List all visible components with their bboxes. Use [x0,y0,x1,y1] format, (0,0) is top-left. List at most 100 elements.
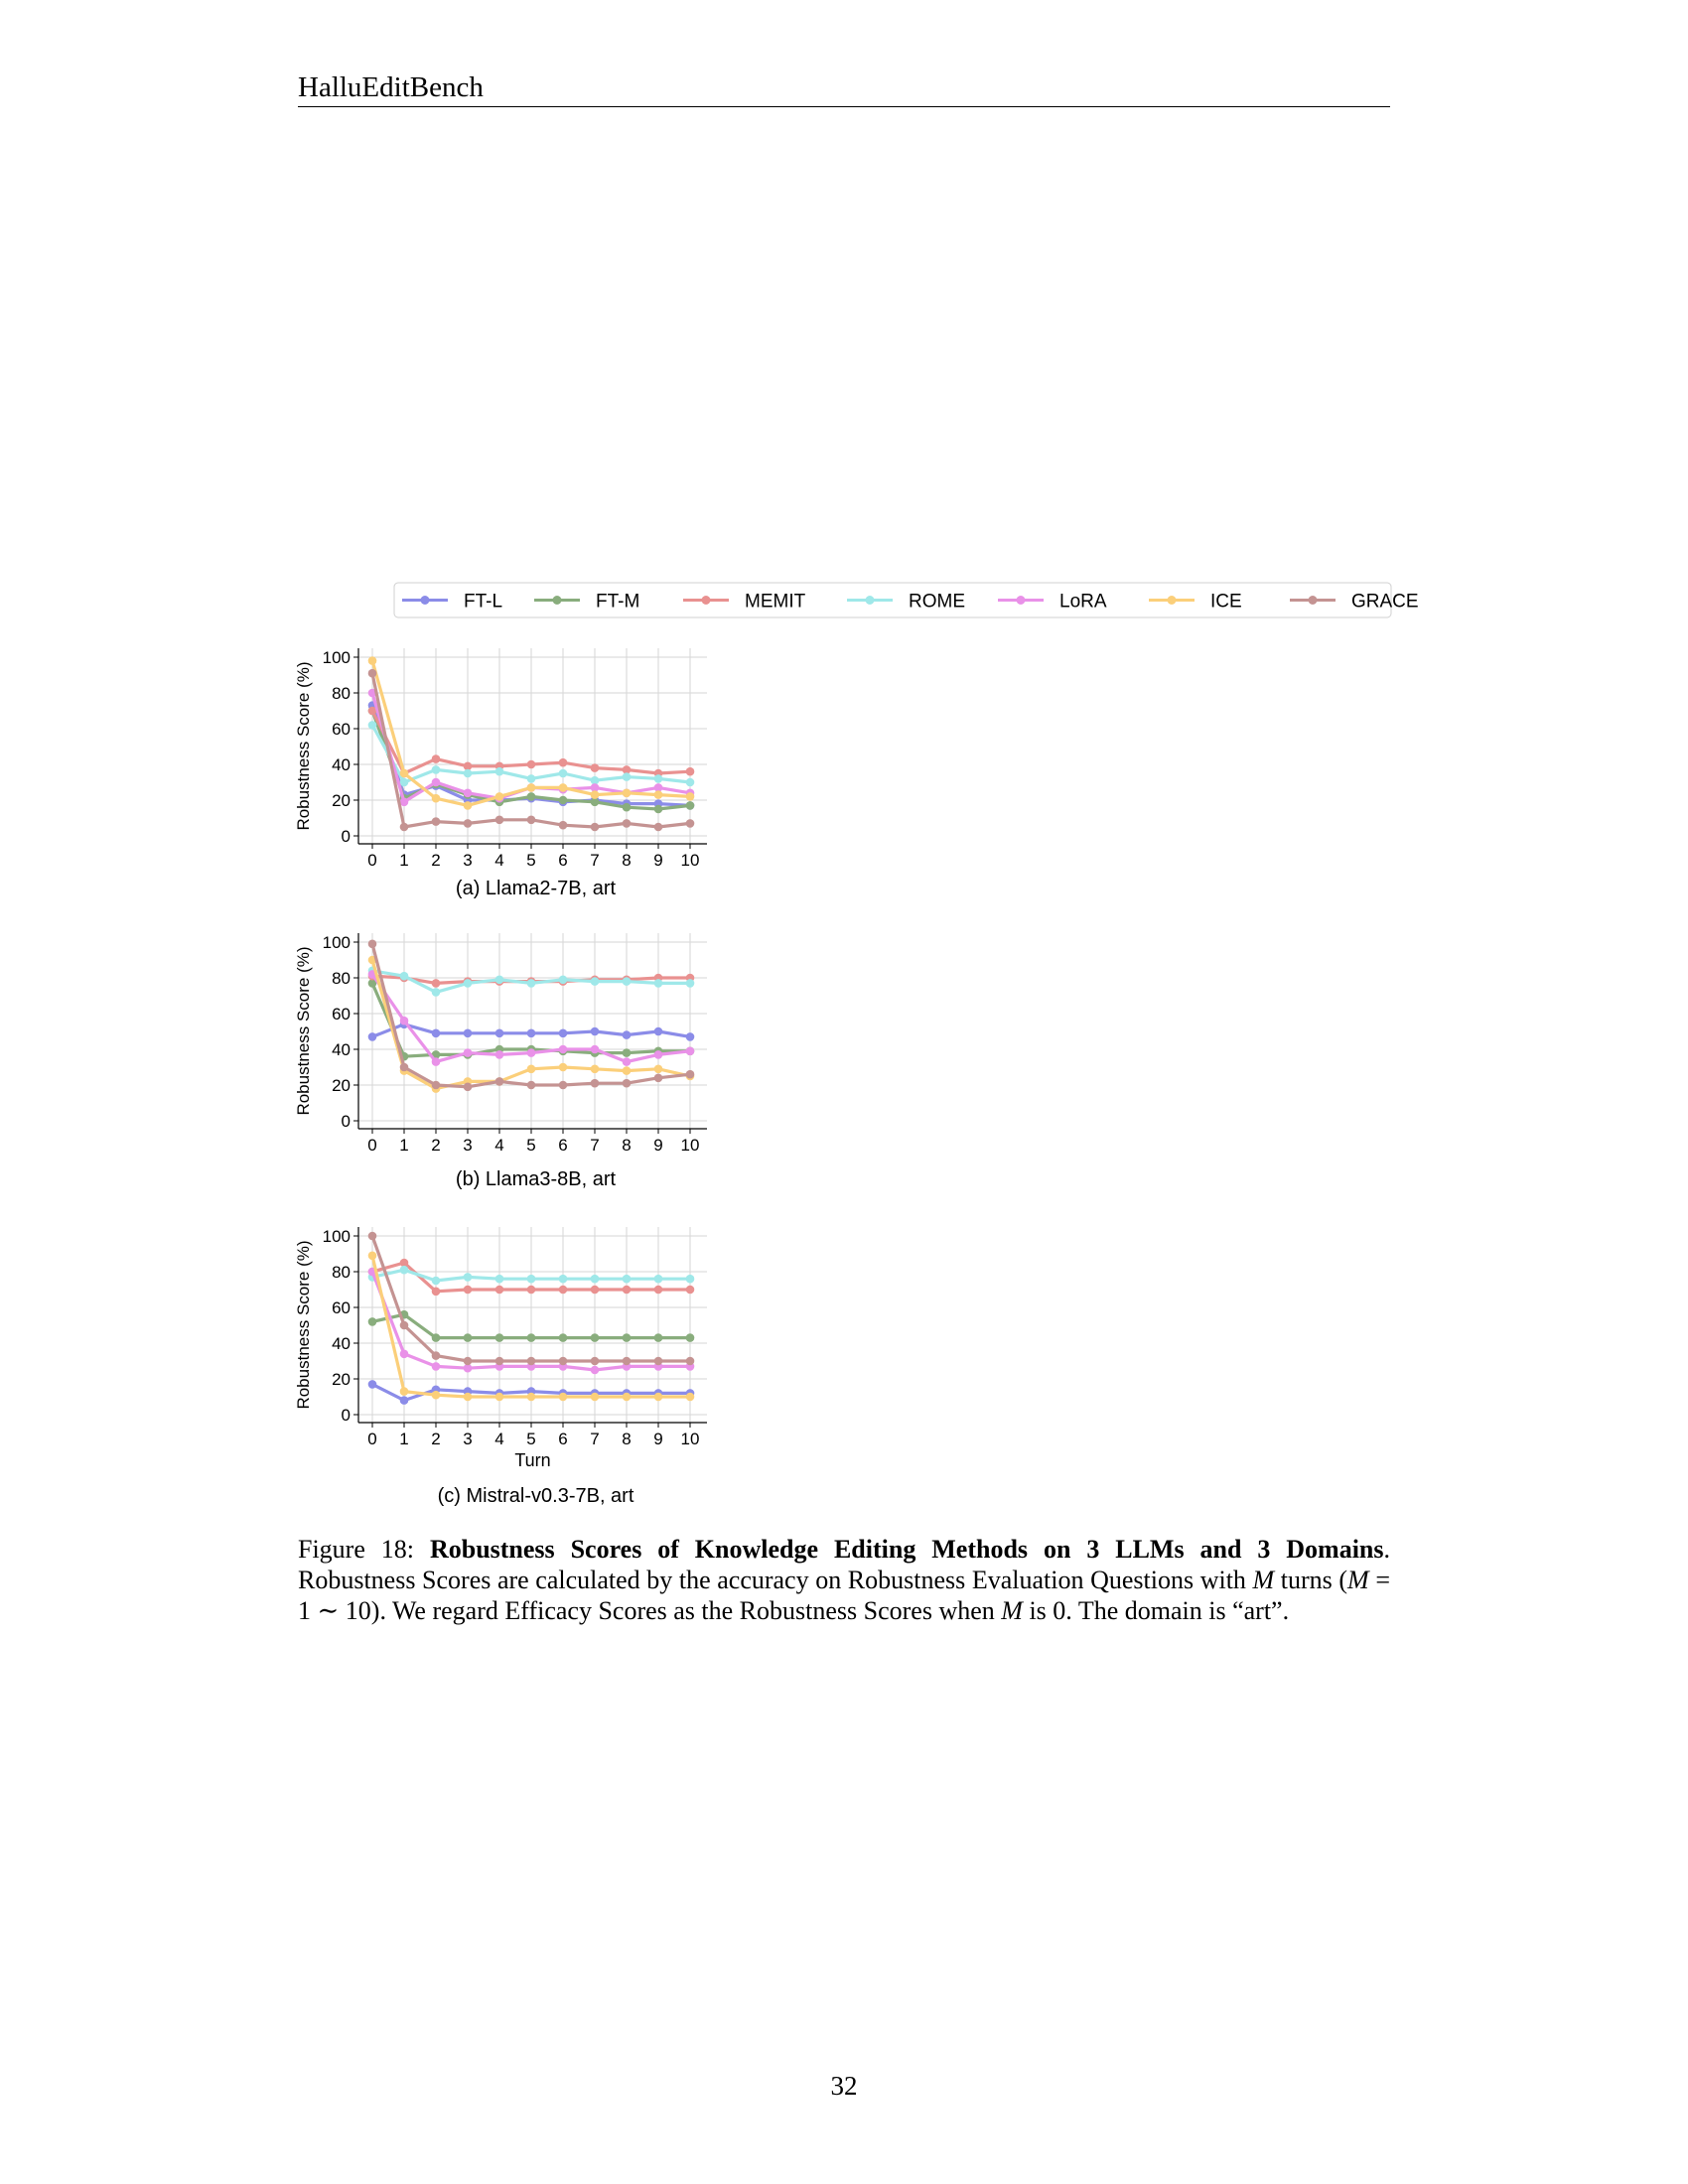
data-point-grace [526,1356,536,1366]
x-tick-label: 8 [622,851,631,870]
data-point-rome [685,979,695,988]
x-tick-label: 4 [494,1136,503,1155]
data-point-rome [494,975,504,985]
data-point-lora [463,1048,473,1057]
data-point-ft-m [558,1333,568,1342]
data-point-ft-m [590,797,600,807]
data-point-ft-l [367,1032,377,1041]
data-point-ice [653,790,663,799]
x-tick-label: 6 [558,1136,567,1155]
legend-marker-ice [1167,596,1177,605]
data-point-ice [558,1062,568,1072]
data-point-memit [685,1285,695,1295]
data-point-rome [622,1274,632,1284]
data-point-ice [431,1390,441,1400]
x-tick-label: 4 [494,851,503,870]
x-tick-label: 2 [431,851,440,870]
data-point-ft-l [558,1028,568,1038]
data-point-ft-m [526,792,536,801]
data-point-lora [526,1048,536,1057]
data-point-ice [558,1392,568,1402]
data-point-ft-l [367,1380,377,1389]
data-point-lora [622,1057,632,1066]
y-tick-label: 60 [332,720,351,739]
data-point-ft-l [653,1026,663,1036]
data-point-ice [622,1392,632,1402]
data-point-lora [463,788,473,798]
x-tick-label: 9 [653,851,662,870]
data-point-rome [399,971,409,981]
y-tick-label: 20 [332,1076,351,1095]
data-point-memit [622,765,632,774]
data-point-ft-m [685,801,695,810]
data-point-grace [558,1080,568,1090]
legend-label-lora: LoRA [1059,592,1107,613]
legend-marker-ft-l [420,596,430,605]
y-tick-label: 0 [342,1112,351,1131]
caption-title: Robustness Scores of Knowledge Editing M… [429,1535,1384,1564]
data-point-grace [463,819,473,828]
x-tick-label: 7 [590,1430,599,1448]
data-point-rome [494,766,504,776]
data-point-grace [463,1082,473,1092]
data-point-memit [526,759,536,769]
page-number: 32 [830,2071,858,2101]
data-point-lora [558,1044,568,1054]
y-tick-label: 20 [332,791,351,810]
data-point-rome [558,768,568,778]
panel-caption: (b) Llama3-8B, art [456,1168,617,1190]
y-tick-label: 40 [332,1334,351,1353]
x-axis-label: Turn [514,1450,550,1470]
data-point-grace [526,1080,536,1090]
data-point-ice [590,1064,600,1074]
data-point-ice [494,1392,504,1402]
legend-marker-rome [865,596,875,605]
data-point-ft-m [494,1333,504,1342]
data-point-lora [399,797,409,807]
y-tick-label: 100 [323,1227,351,1246]
x-tick-label: 2 [431,1136,440,1155]
chart-panel-3: 0 20 40 60 80 100 0 1 2 3 4 5 6 7 8 9 10 Robustness Score… [294,1227,707,1507]
data-point-memit [590,1285,600,1295]
data-point-ft-m [463,1333,473,1342]
data-point-ice [622,1066,632,1075]
data-point-grace [431,1080,441,1090]
data-point-ice [494,792,504,801]
data-point-grace [590,1356,600,1366]
data-point-rome [494,1274,504,1284]
data-point-rome [431,1276,441,1286]
data-point-ft-l [431,1028,441,1038]
legend-marker-ft-m [552,596,562,605]
data-point-memit [431,754,441,763]
data-point-ice [590,790,600,799]
x-tick-label: 10 [681,851,700,870]
x-tick-label: 7 [590,1136,599,1155]
data-point-ft-l [463,1028,473,1038]
data-point-rome [590,977,600,986]
data-point-grace [622,819,632,828]
data-point-grace [367,939,377,949]
y-tick-label: 0 [342,827,351,846]
data-point-memit [463,1285,473,1295]
legend-label-ft-m: FT-M [596,592,639,613]
data-point-ice [463,801,473,810]
data-point-lora [653,783,663,792]
data-point-lora [494,1050,504,1059]
x-tick-label: 8 [622,1430,631,1448]
data-point-rome [463,1273,473,1282]
data-point-ice [685,1392,695,1402]
caption-text: Robustness Scores are calculated by the … [298,1566,1253,1594]
data-point-lora [399,1349,409,1359]
data-point-ft-m [367,979,377,988]
data-point-ft-l [622,1030,632,1039]
data-point-ft-m [685,1333,695,1342]
data-point-ft-m [558,795,568,805]
data-point-rome [653,1274,663,1284]
x-tick-label: 5 [526,851,535,870]
data-point-lora [590,1044,600,1054]
legend-label-grace: GRACE [1351,592,1419,613]
data-point-grace [494,815,504,825]
data-point-ft-m [622,1333,632,1342]
running-header: HalluEditBench [298,71,484,103]
data-point-lora [590,783,600,792]
